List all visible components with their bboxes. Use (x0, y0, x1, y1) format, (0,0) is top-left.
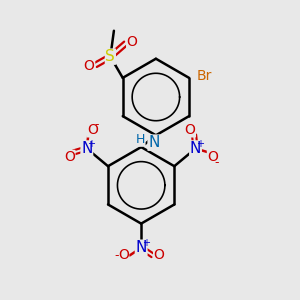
Text: O: O (87, 123, 98, 137)
Text: S: S (106, 49, 115, 64)
Text: -: - (215, 156, 219, 169)
Text: O: O (84, 59, 94, 74)
Text: N: N (190, 141, 201, 156)
Text: +: + (88, 139, 95, 149)
Text: +: + (142, 238, 150, 248)
Text: N: N (136, 240, 147, 255)
Text: O: O (184, 123, 195, 137)
Text: +: + (196, 139, 204, 149)
Text: -: - (115, 249, 119, 262)
Text: O: O (208, 150, 218, 164)
Text: Br: Br (197, 68, 212, 83)
Text: O: O (127, 35, 138, 49)
Text: H: H (136, 133, 145, 146)
Text: -: - (94, 118, 99, 131)
Text: O: O (154, 248, 165, 262)
Text: O: O (118, 248, 129, 262)
Text: O: O (64, 150, 75, 164)
Text: N: N (148, 135, 160, 150)
Text: N: N (81, 141, 92, 156)
